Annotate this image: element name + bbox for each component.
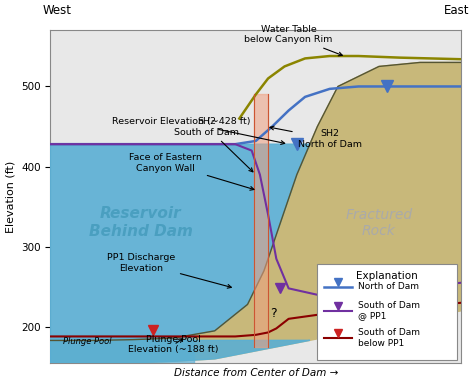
Text: Explanation: Explanation [356,271,418,281]
Text: Plunge Pool: Plunge Pool [63,338,111,346]
Text: West: West [42,4,71,17]
Text: South of Dam
below PP1: South of Dam below PP1 [358,328,420,348]
Polygon shape [50,335,194,363]
Text: Water Table
below Canyon Rim: Water Table below Canyon Rim [245,25,342,56]
Text: SH2
South of Dam: SH2 South of Dam [174,117,253,172]
Text: PP1 Discharge
Elevation: PP1 Discharge Elevation [107,253,231,288]
Text: Plunge Pool
Elevation (~188 ft): Plunge Pool Elevation (~188 ft) [128,335,219,354]
Text: Reservoir Elevation (~428 ft): Reservoir Elevation (~428 ft) [112,117,285,144]
Polygon shape [50,63,461,363]
Text: Face of Eastern
Canyon Wall: Face of Eastern Canyon Wall [129,153,254,190]
Text: Fractured
Rock: Fractured Rock [346,208,412,238]
Text: SH2
North of Dam: SH2 North of Dam [270,126,362,149]
Y-axis label: Elevation (ft): Elevation (ft) [6,161,16,233]
X-axis label: Distance from Center of Dam →: Distance from Center of Dam → [173,368,338,379]
Text: East: East [444,4,469,17]
Text: South of Dam
@ PP1: South of Dam @ PP1 [358,301,420,321]
Polygon shape [50,144,310,363]
Text: North of Dam: North of Dam [358,282,419,291]
Polygon shape [254,94,268,347]
FancyBboxPatch shape [318,264,457,361]
Text: Reservoir
Behind Dam: Reservoir Behind Dam [89,207,193,239]
Text: ?: ? [270,307,277,320]
